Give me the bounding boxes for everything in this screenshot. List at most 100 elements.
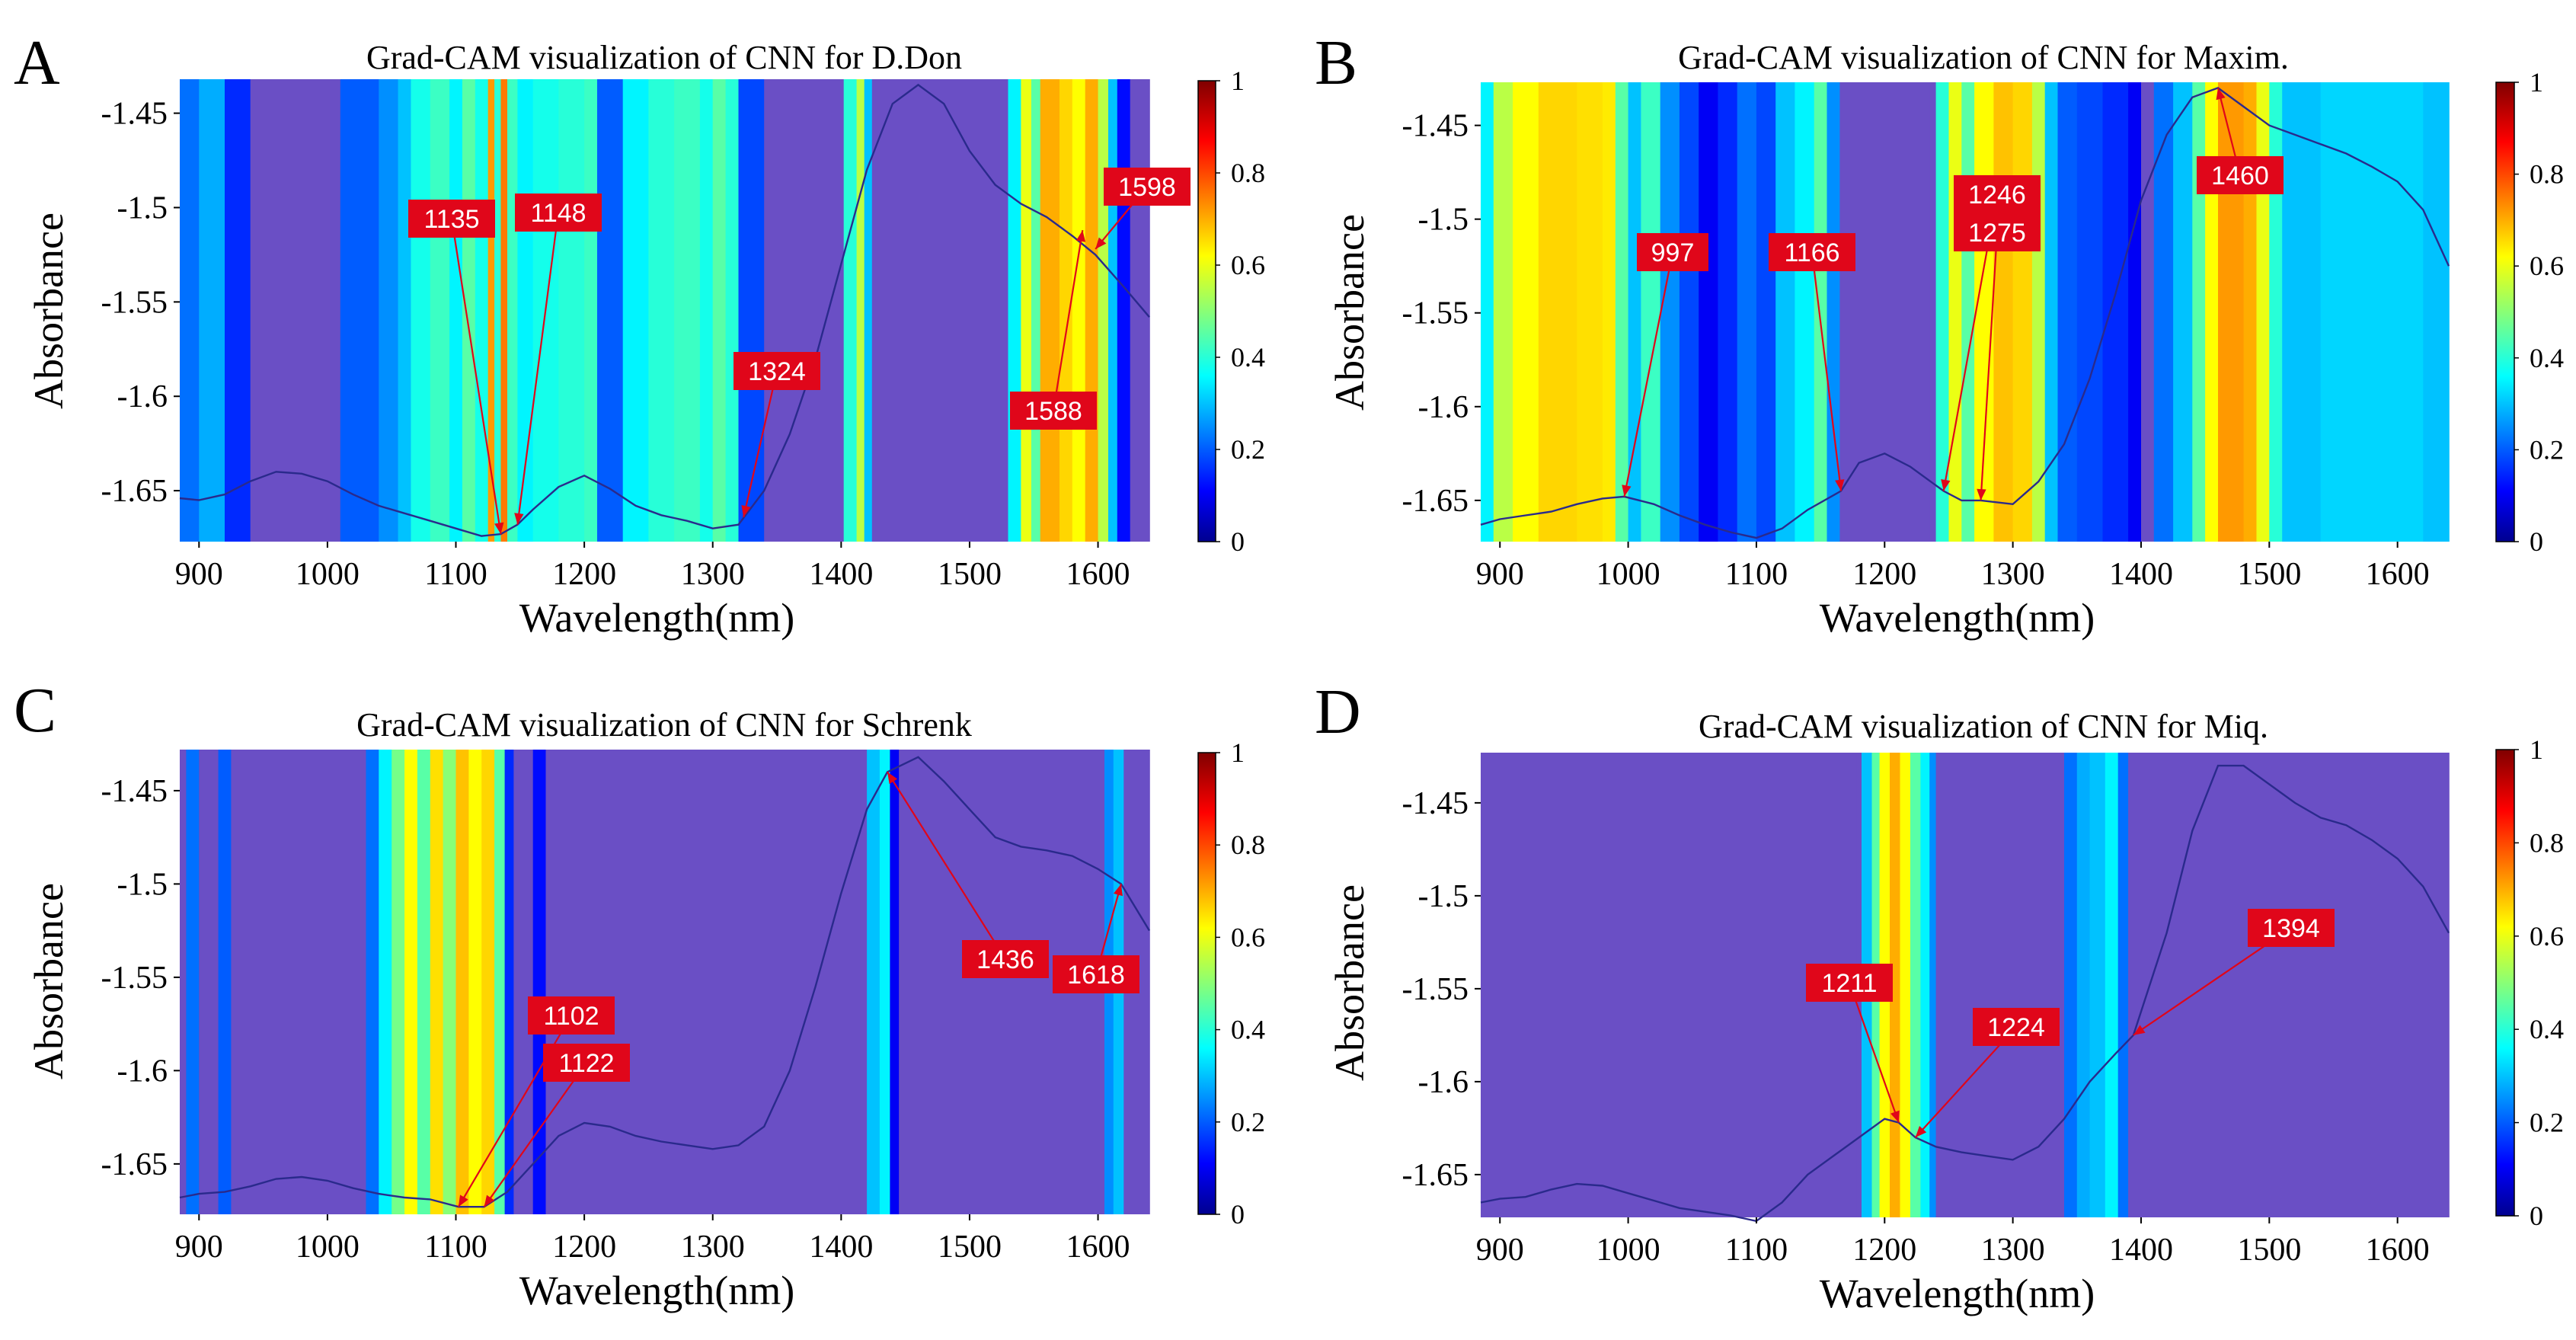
heatmap-band [513, 750, 534, 1214]
panel-letter: A [14, 27, 60, 98]
panels: A Grad-CAM visualization of CNN for D.Don… [14, 27, 2564, 1316]
annotation-label: 1436 [976, 945, 1034, 974]
y-axis: -1.45 -1.5 -1.55 -1.6 -1.65 [101, 97, 180, 509]
heatmap-band [834, 79, 845, 542]
heatmap-band [1628, 82, 1642, 542]
y-tick-label: -1.5 [117, 190, 168, 225]
heatmap-band [199, 750, 219, 1214]
heatmap-band [443, 750, 457, 1214]
colorbar-tick-label: 0.8 [2530, 827, 2564, 858]
annotation-box [733, 352, 820, 390]
heatmap-band [890, 750, 900, 1214]
y-tick-label: -1.6 [117, 1054, 168, 1089]
annotation-arrow [1914, 1040, 2004, 1138]
heatmap-band [1040, 79, 1060, 542]
heatmap-band [1839, 82, 1930, 542]
heatmap-band [231, 750, 354, 1214]
heatmap-band [1795, 82, 1815, 542]
annotation-arrowhead [741, 505, 751, 517]
y-tick-label: -1.6 [1418, 390, 1469, 425]
heatmap-band [392, 750, 405, 1214]
x-tick-label: 1400 [2109, 1233, 2173, 1268]
heatmap-band [860, 750, 868, 1214]
heatmap-band [532, 750, 547, 1214]
heatmap-band [725, 79, 740, 542]
heatmap-band [699, 79, 714, 542]
y-tick-label: -1.55 [101, 961, 168, 996]
x-tick-label: 1600 [2366, 557, 2430, 592]
colorbar-tick-label: 0.4 [2530, 1014, 2564, 1044]
heatmap-band [738, 79, 765, 542]
x-tick-label: 1400 [809, 1230, 873, 1265]
heatmap-band [2076, 753, 2091, 1217]
annotation-arrow [1100, 884, 1122, 957]
heatmap-band [449, 79, 463, 542]
heatmap-band [2423, 82, 2450, 542]
annotations: 1211 1224 1394 [1806, 909, 2335, 1138]
colorbar-tick-label: 0 [2530, 1201, 2543, 1231]
heatmap-band [494, 750, 506, 1214]
annotation-arrow [1942, 213, 1995, 491]
x-tick-label: 1100 [1725, 557, 1788, 592]
colorbar-tick-label: 0 [1231, 526, 1245, 557]
heatmap-band [1031, 79, 1041, 542]
y-axis: -1.45 -1.5 -1.55 -1.6 -1.65 [1402, 786, 1481, 1193]
colorbar-tick-label: 0.8 [1231, 158, 1265, 188]
y-tick-label: -1.5 [117, 867, 168, 902]
annotation-label: 1135 [423, 205, 479, 234]
absorbance-curve [179, 83, 1150, 537]
heatmap-band [1085, 79, 1099, 542]
heatmap-band [864, 79, 873, 542]
x-tick-label: 1000 [1596, 1233, 1660, 1268]
heatmap-band [2372, 82, 2424, 542]
heatmap-band [340, 79, 380, 542]
heatmap-band [411, 79, 431, 542]
annotation-box [1637, 233, 1708, 271]
y-tick-label: -1.45 [1402, 786, 1469, 821]
annotation-box [1053, 955, 1139, 993]
y-axis: -1.45 -1.5 -1.55 -1.6 -1.65 [101, 774, 180, 1182]
heatmap-band [2128, 82, 2142, 542]
colorbar: 0 0.2 0.4 0.6 0.8 1 [1197, 737, 1265, 1230]
heatmap-band [1920, 753, 1930, 1217]
annotation-box [1973, 1008, 2060, 1046]
y-tick-label: -1.65 [1402, 1158, 1469, 1193]
annotation-label: 1275 [1968, 219, 2026, 248]
annotation-arrowhead [1113, 884, 1123, 897]
annotation-arrowhead [1890, 1110, 1900, 1123]
heatmap-bands [180, 750, 1150, 1214]
y-axis-label: Absorbance [1327, 214, 1373, 411]
heatmap-band [507, 79, 519, 542]
y-tick-label: -1.5 [1418, 203, 1469, 238]
heatmap-band [462, 79, 476, 542]
heatmap-band [843, 79, 858, 542]
colorbar-tick-label: 0.8 [1231, 830, 1265, 860]
heatmap-band [1481, 753, 1857, 1217]
annotation-label: 1102 [543, 1002, 599, 1031]
y-tick-label: -1.65 [101, 474, 168, 509]
y-axis-label: Absorbance [26, 213, 72, 409]
heatmap-band [2192, 82, 2206, 542]
x-tick-label: 1500 [2237, 1233, 2301, 1268]
annotation-box [2197, 156, 2284, 194]
annotation-box [1954, 213, 2041, 251]
heatmap-band [2256, 82, 2271, 542]
heatmap-band [504, 750, 515, 1214]
heatmap-band [1493, 82, 1513, 542]
colorbar: 0 0.2 0.4 0.6 0.8 1 [2495, 734, 2564, 1231]
heatmap-band [500, 79, 508, 542]
heatmap-band [1660, 82, 1680, 542]
annotation-label: 1148 [530, 199, 586, 228]
panel-letter: D [1315, 676, 1361, 747]
annotations: 997 1166 1246 1275 1460 [1622, 88, 2284, 501]
annotation-label: 1224 [1987, 1013, 2045, 1042]
heatmap-band [712, 79, 727, 542]
absorbance-curve [1480, 87, 2450, 539]
heatmap-band [1679, 82, 1699, 542]
heatmap-band [2269, 82, 2283, 542]
colorbar-gradient [2495, 82, 2515, 542]
heatmap-band [1737, 82, 1757, 542]
x-tick-label: 1400 [809, 557, 873, 592]
colorbar-tick-label: 1 [1231, 66, 1245, 96]
annotation-label: 1246 [1968, 181, 2026, 209]
